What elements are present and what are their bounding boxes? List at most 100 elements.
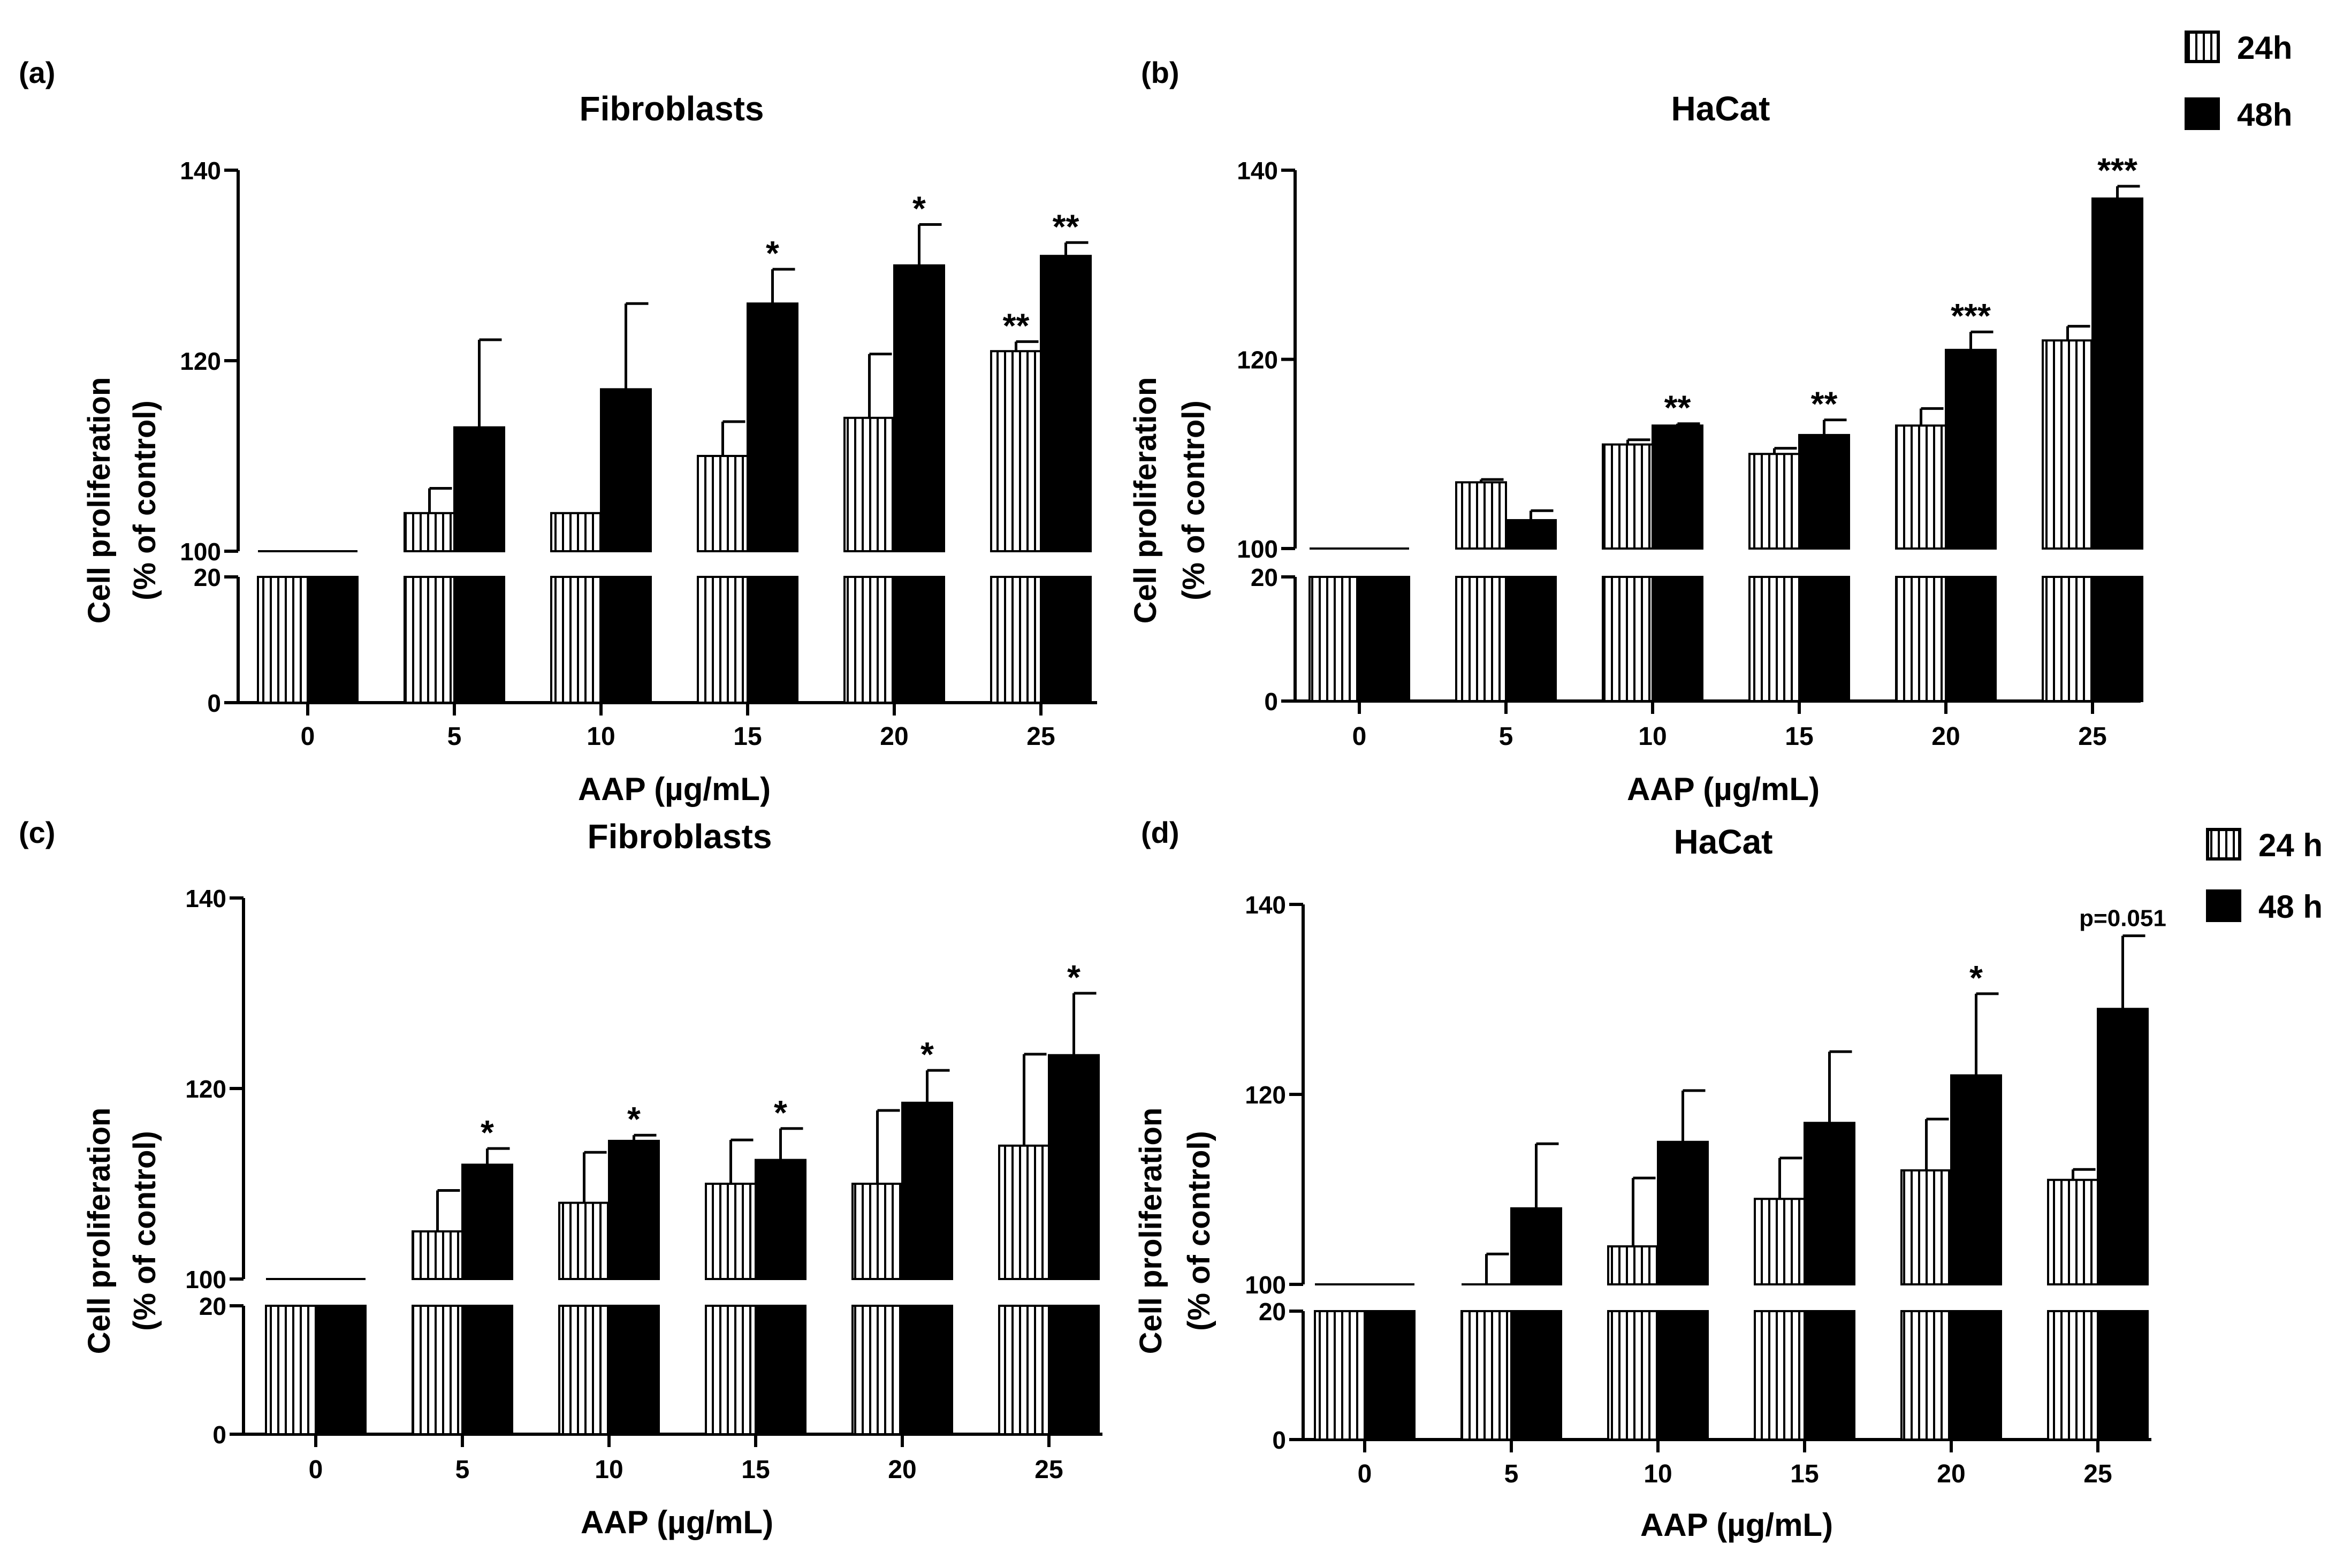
bar-upper-48h bbox=[747, 302, 798, 552]
chart-title: HaCat bbox=[1674, 823, 1773, 861]
bar-upper-24h bbox=[1607, 1245, 1659, 1285]
legend-swatch-24h bbox=[2206, 828, 2241, 861]
x-tick-label: 20 bbox=[880, 722, 908, 751]
bar-upper-48h bbox=[600, 388, 652, 553]
y-tick-label: 20 bbox=[194, 564, 221, 591]
bar-lower-48h bbox=[1040, 576, 1092, 704]
y-tick-label: 120 bbox=[180, 347, 221, 375]
bar-upper-48h bbox=[1950, 1074, 2002, 1285]
bar-lower-24h bbox=[2047, 1310, 2099, 1441]
significance-label: p=0.051 bbox=[2079, 905, 2166, 932]
bar-lower-48h bbox=[1358, 576, 1410, 702]
bar-upper-48h bbox=[2091, 197, 2143, 550]
y-axis-label-line2: (% of control) bbox=[1176, 400, 1211, 600]
x-tick-label: 10 bbox=[587, 722, 615, 751]
bar-lower-24h bbox=[843, 576, 895, 704]
bar-lower-24h bbox=[1607, 1310, 1659, 1441]
bar-upper-24h bbox=[404, 512, 455, 552]
bar-lower-24h bbox=[257, 576, 309, 704]
panel-c: (c) Fibroblasts Cell proliferation (% of co… bbox=[19, 816, 1102, 1540]
bar-lower-24h bbox=[1314, 1310, 1366, 1441]
bar-lower-48h bbox=[1950, 1310, 2002, 1441]
bar-lower-48h bbox=[307, 576, 359, 704]
x-tick-label: 25 bbox=[2078, 722, 2106, 751]
bar-upper-48h bbox=[1945, 348, 1997, 550]
panel-label: (a) bbox=[19, 56, 55, 89]
bar-upper-48h bbox=[1657, 1140, 1709, 1285]
significance-marker: *** bbox=[1951, 296, 1991, 335]
bar-upper-24h bbox=[998, 1144, 1050, 1281]
bar-lower-48h bbox=[600, 576, 652, 704]
legend-label-48h: 48 h bbox=[2258, 889, 2323, 925]
bar-lower-24h bbox=[404, 576, 455, 704]
y-tick-label: 20 bbox=[1251, 564, 1278, 591]
y-tick-label: 0 bbox=[212, 1421, 226, 1449]
legend-label-48h: 48h bbox=[2237, 97, 2292, 133]
x-tick-label: 20 bbox=[1931, 722, 1960, 751]
significance-marker: ** bbox=[1811, 385, 1838, 423]
panel-label: (b) bbox=[1141, 56, 1180, 89]
bar-lower-48h bbox=[2097, 1310, 2149, 1441]
y-axis-label-line1: Cell proliferation bbox=[1128, 377, 1163, 624]
y-axis-label-line2: (% of control) bbox=[127, 1131, 162, 1331]
x-tick-label: 5 bbox=[1504, 1460, 1519, 1488]
legend-swatch-24h bbox=[2185, 31, 2220, 63]
bar-upper-48h bbox=[453, 426, 505, 552]
bar-lower-48h bbox=[747, 576, 798, 704]
bar-upper-24h bbox=[558, 1201, 610, 1281]
x-tick-label: 15 bbox=[733, 722, 762, 751]
x-tick-label: 15 bbox=[1785, 722, 1813, 751]
bar-upper-24h bbox=[2042, 339, 2094, 550]
bar-upper-24h bbox=[2047, 1178, 2099, 1285]
bar-lower-24h bbox=[705, 1305, 757, 1435]
bar-lower-24h bbox=[1602, 576, 1654, 702]
bar-lower-48h bbox=[1945, 576, 1997, 702]
bar-upper-48h bbox=[901, 1101, 953, 1280]
x-tick-label: 10 bbox=[595, 1456, 623, 1484]
panel-label: (d) bbox=[1141, 816, 1180, 849]
bar-lower-24h bbox=[1455, 576, 1507, 702]
y-tick-label: 20 bbox=[1259, 1298, 1286, 1326]
x-tick-label: 25 bbox=[2083, 1460, 2112, 1488]
bar-lower-24h bbox=[2042, 576, 2094, 702]
x-tick-label: 0 bbox=[1352, 722, 1367, 751]
x-tick-label: 0 bbox=[309, 1456, 323, 1484]
bar-lower-24h bbox=[1895, 576, 1947, 702]
legends: 24h 48h 24 h 48 h bbox=[2185, 30, 2323, 925]
significance-marker: * bbox=[774, 1093, 787, 1132]
bar-lower-48h bbox=[1798, 576, 1850, 702]
legend-swatch-48h bbox=[2206, 889, 2241, 922]
y-tick-label: 120 bbox=[185, 1075, 226, 1103]
x-tick-label: 10 bbox=[1644, 1460, 1672, 1488]
significance-marker: * bbox=[1969, 958, 1983, 997]
bar-upper-48h bbox=[1510, 1207, 1562, 1285]
y-tick-label: 140 bbox=[185, 885, 226, 912]
significance-marker: * bbox=[1067, 958, 1081, 996]
legend-top: 24h 48h bbox=[2185, 30, 2292, 133]
bar-lower-24h bbox=[1754, 1310, 1806, 1441]
bar-lower-24h bbox=[558, 1305, 610, 1435]
significance-marker: * bbox=[766, 234, 779, 272]
bar-lower-24h bbox=[1308, 576, 1360, 702]
bar-lower-24h bbox=[412, 1305, 463, 1435]
x-tick-label: 5 bbox=[1499, 722, 1513, 751]
y-axis-label-line1: Cell proliferation bbox=[1133, 1108, 1168, 1354]
bar-upper-48h bbox=[1505, 519, 1557, 550]
chart-title: Fibroblasts bbox=[580, 89, 764, 128]
legend-label-24h: 24 h bbox=[2258, 827, 2323, 863]
bar-lower-48h bbox=[901, 1305, 953, 1435]
bar-lower-48h bbox=[2091, 576, 2143, 702]
bar-upper-48h bbox=[1048, 1054, 1100, 1280]
x-tick-label: 0 bbox=[1358, 1460, 1372, 1488]
y-axis-label-line1: Cell proliferation bbox=[82, 1108, 117, 1354]
bar-upper-24h bbox=[1754, 1198, 1806, 1285]
bar-upper-24h bbox=[1895, 424, 1947, 550]
y-tick-label: 100 bbox=[1245, 1271, 1286, 1299]
y-axis-label-line2: (% of control) bbox=[1182, 1131, 1216, 1331]
bar-lower-48h bbox=[1652, 576, 1703, 702]
x-axis-label: AAP (µg/mL) bbox=[581, 1504, 773, 1540]
bar-upper-48h bbox=[608, 1139, 660, 1280]
bar-lower-48h bbox=[755, 1305, 807, 1435]
bar-upper-48h bbox=[893, 264, 945, 552]
